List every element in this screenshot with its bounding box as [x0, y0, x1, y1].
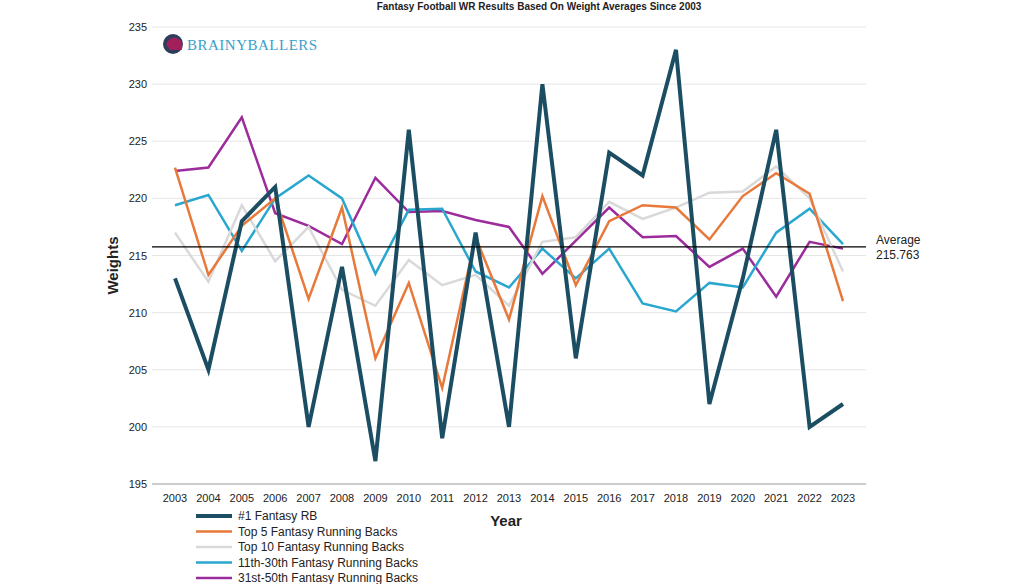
y-tick-label: 225 [129, 135, 147, 147]
y-tick-label: 215 [129, 250, 147, 262]
x-tick-label: 2018 [664, 492, 688, 504]
average-value: 215.763 [876, 248, 920, 262]
x-tick-label: 2008 [330, 492, 354, 504]
x-tick-label: 2023 [831, 492, 855, 504]
grid-line [152, 312, 866, 313]
y-tick-label: 200 [129, 421, 147, 433]
x-axis-label: Year [490, 512, 522, 529]
logo-text: BRAINYBALLERS [187, 37, 318, 53]
legend-label: Top 10 Fantasy Running Backs [238, 540, 404, 554]
grid-line [152, 255, 866, 256]
title: Fantasy Football WR Results Based On Wei… [377, 1, 702, 12]
grid-line [152, 27, 866, 28]
x-tick-label: 2022 [797, 492, 821, 504]
x-tick-label: 2017 [630, 492, 654, 504]
x-tick-label: 2003 [163, 492, 187, 504]
x-tick-label: 2012 [463, 492, 487, 504]
x-tick-label: 2004 [196, 492, 220, 504]
grid-line [152, 484, 866, 485]
y-axis-label: Weights [104, 236, 121, 294]
x-tick-label: 2006 [263, 492, 287, 504]
legend-label: 11th-30th Fantasy Running Backs [238, 556, 418, 570]
logo: BRAINYBALLERS [163, 34, 318, 54]
x-tick-label: 2007 [296, 492, 320, 504]
y-tick-label: 235 [129, 21, 147, 33]
legend-swatch [196, 561, 232, 564]
grid-line [152, 369, 866, 370]
legend-swatch [196, 546, 232, 549]
x-tick-label: 2005 [230, 492, 254, 504]
x-tick-label: 2016 [597, 492, 621, 504]
legend: #1 Fantasy RB Top 5 Fantasy Running Backs… [196, 509, 418, 584]
y-tick-label: 205 [129, 364, 147, 376]
x-tick-label: 2009 [363, 492, 387, 504]
y-tick-label: 195 [129, 478, 147, 490]
legend-swatch [196, 530, 232, 533]
legend-label: 31st-50th Fantasy Running Backs [238, 571, 418, 584]
x-tick-label: 2019 [697, 492, 721, 504]
legend-label: Top 5 Fantasy Running Backs [238, 525, 397, 539]
chart: Fantasy Football WR Results Based On Wei… [0, 0, 1024, 584]
legend-label: #1 Fantasy RB [238, 509, 317, 523]
y-axis [152, 27, 153, 484]
y-tick-label: 210 [129, 307, 147, 319]
average-label: Average [876, 233, 921, 247]
grid-line [152, 84, 866, 85]
grid [152, 27, 866, 484]
x-tick-label: 2015 [564, 492, 588, 504]
logo-icon [166, 37, 182, 50]
logo-icon [163, 34, 183, 54]
grid-line [152, 141, 866, 142]
x-tick-label: 2020 [731, 492, 755, 504]
plot-area [152, 50, 866, 461]
legend-swatch [196, 577, 232, 580]
x-tick-label: 2010 [397, 492, 421, 504]
x-tick-label: 2021 [764, 492, 788, 504]
legend-swatch [196, 514, 232, 518]
series-line [175, 50, 843, 461]
average-line [152, 246, 866, 247]
x-tick-label: 2013 [497, 492, 521, 504]
y-tick-label: 220 [129, 192, 147, 204]
x-tick-label: 2011 [430, 492, 454, 504]
y-tick-label: 230 [129, 78, 147, 90]
x-tick-label: 2014 [530, 492, 554, 504]
